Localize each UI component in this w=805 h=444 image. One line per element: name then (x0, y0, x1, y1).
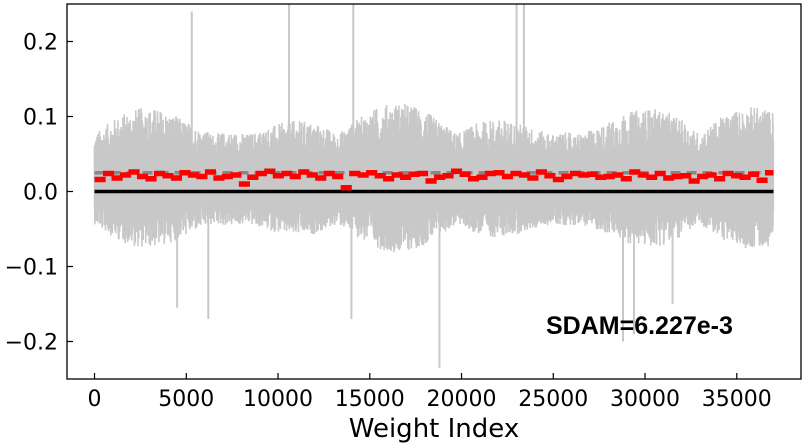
x-tick-label: 20000 (427, 387, 497, 412)
x-tick-label: 5000 (158, 387, 214, 412)
x-tick-label: 25000 (518, 387, 588, 412)
x-tick-label: 0 (88, 387, 102, 412)
x-tick-label: 35000 (702, 387, 772, 412)
sdam-annotation: SDAM=6.227e-3 (546, 312, 733, 340)
y-tick-label: −0.2 (5, 331, 58, 356)
y-tick-label: 0.1 (23, 106, 58, 131)
x-tick-label: 10000 (243, 387, 313, 412)
y-tick-label: 0.2 (23, 31, 58, 56)
x-tick-label: 15000 (335, 387, 405, 412)
y-tick-label: −0.1 (5, 256, 58, 281)
plot-area (66, 3, 802, 380)
y-axis-ticks: −0.2 −0.1 0.0 0.1 0.2 (5, 31, 73, 356)
segment-means (94, 168, 774, 191)
weight-spikes (176, 4, 674, 368)
x-axis-label: Weight Index (349, 414, 519, 444)
y-tick-label: 0.0 (23, 181, 58, 206)
x-tick-label: 30000 (610, 387, 680, 412)
x-axis-ticks: 0 5000 10000 15000 20000 25000 30000 35000 (88, 373, 772, 412)
weights-band-negative (93, 191, 775, 253)
